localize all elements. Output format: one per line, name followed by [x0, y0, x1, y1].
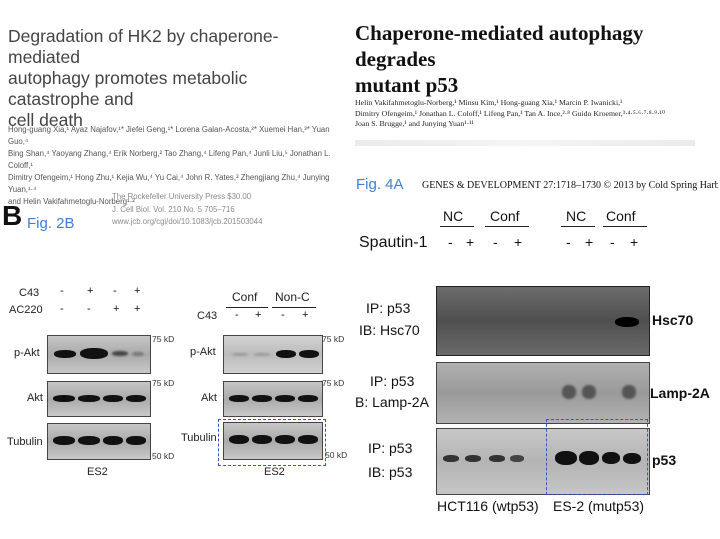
blot-tubulin [223, 422, 323, 460]
group-underline [561, 226, 595, 227]
group-label-non-c: Non-C [275, 290, 310, 304]
author-line: Joan S. Brugge,¹ and Junying Yuan¹·¹¹ [355, 119, 474, 128]
blot-tubulin [47, 423, 151, 460]
row-label-tubulin: Tubulin [7, 436, 43, 448]
sign: + [87, 285, 94, 297]
ib-label: B: Lamp-2A [355, 394, 429, 410]
kd-marker: 75 kD [322, 378, 345, 388]
condition-label-c43: C43 [197, 310, 218, 322]
group-label-nc: NC [566, 208, 587, 224]
group-underline [603, 226, 647, 227]
group-label-conf: Conf [232, 290, 258, 304]
group-underline [485, 226, 529, 227]
group-label-conf: Conf [490, 208, 520, 224]
ip-label: IP: p53 [368, 440, 413, 456]
right-paper-authors: Helin Vakifahmetoglu-Norberg,¹ Minsu Kim… [355, 98, 695, 130]
press-line: The Rockefeller University Press $30.00 [112, 192, 252, 201]
fig-2b-label: Fig. 2B [27, 215, 75, 232]
cell-line-label: ES2 [87, 466, 108, 478]
sign: - [448, 234, 453, 250]
left-paper-title: Degradation of HK2 by chaperone-mediated… [8, 26, 338, 131]
row-label-p-akt: p-Akt [190, 346, 216, 358]
condition-label-ac220: AC220 [9, 304, 43, 316]
blot-akt [223, 381, 323, 417]
sign: + [466, 234, 475, 250]
right-title-line: Chaperone-mediated autophagy degrades [355, 21, 644, 71]
sign: + [134, 285, 141, 297]
right-title-line: mutant p53 [355, 73, 459, 97]
sign: - [281, 309, 285, 321]
faded-text-strip [355, 140, 695, 146]
group-underline [272, 307, 316, 308]
ip-label: IP: p53 [366, 300, 411, 316]
panel-letter: B [2, 200, 23, 231]
sign: - [493, 234, 498, 250]
sign: + [255, 309, 262, 321]
author-line: and Helin Vakifahmetoglu-Norberg¹·² [8, 197, 135, 206]
row-label-tubulin: Tubulin [181, 432, 217, 444]
left-title-line: autophagy promotes metabolic catastrophe… [8, 68, 248, 109]
sign: + [514, 234, 523, 250]
kd-marker: 50 kD [325, 450, 348, 460]
target-label: p53 [652, 452, 677, 468]
group-underline [226, 307, 268, 308]
highlight-box [546, 419, 648, 495]
left-title-line: cell death [8, 110, 83, 130]
highlight-box [218, 419, 326, 466]
sign: + [585, 234, 594, 250]
blot-p-akt [47, 335, 151, 374]
press-line: J. Cell Biol. Vol. 210 No. 5 705–716 [112, 204, 235, 214]
kd-marker: 75 kD [322, 334, 345, 344]
author-line: Hong-guang Xia,¹ Ayaz Najafov,¹* Jiefei … [8, 125, 330, 146]
sign: + [302, 309, 309, 321]
author-line: Dimitry Ofengeim,¹ Hong Zhu,¹ Kejia Wu,⁴… [8, 173, 330, 194]
blot-hsc70 [436, 286, 650, 356]
kd-marker: 50 kD [152, 451, 175, 461]
sign: + [630, 234, 639, 250]
target-label: Hsc70 [652, 312, 694, 328]
left-title-line: Degradation of HK2 by chaperone-mediated [8, 26, 279, 67]
group-underline [440, 226, 474, 227]
journal-citation: GENES & DEVELOPMENT 27:1718–1730 © 2013 … [422, 180, 718, 191]
author-line: Dimitry Ofengeim,¹ Jonathan L. Coloff,¹ … [355, 108, 666, 118]
blot-p53 [436, 428, 650, 495]
ib-label: IB: Hsc70 [359, 322, 420, 338]
press-line: www.jcb.org/cgi/doi/10.1083/jcb.20150304… [112, 217, 263, 226]
group-label-nc: NC [443, 208, 464, 224]
kd-marker: 75 kD [152, 334, 175, 344]
blot-akt [47, 381, 151, 417]
blot-lamp-2a [436, 362, 650, 424]
row-label-p-akt: p-Akt [14, 347, 40, 359]
condition-label-c43: C43 [19, 287, 40, 299]
fig-4a-label: Fig. 4A [356, 176, 404, 193]
sign: - [113, 285, 117, 297]
kd-marker: 75 kD [152, 378, 175, 388]
author-line: Bing Shan,⁴ Yaoyang Zhang,⁴ Erik Norberg… [8, 149, 331, 170]
sign: - [60, 285, 64, 297]
group-label-conf: Conf [606, 208, 636, 224]
target-label: Lamp-2A [650, 385, 710, 401]
cell-line-label: ES2 [264, 466, 285, 478]
sign: - [566, 234, 571, 250]
ib-label: IB: p53 [368, 464, 413, 480]
right-paper-title: Chaperone-mediated autophagy degrades mu… [355, 20, 715, 98]
left-paper-press: The Rockefeller University Press $30.00 … [112, 191, 322, 229]
sign: - [87, 303, 91, 315]
left-paper-authors: Hong-guang Xia,¹ Ayaz Najafov,¹* Jiefei … [8, 124, 338, 208]
sign: + [134, 303, 141, 315]
sign: - [610, 234, 615, 250]
sign: - [60, 303, 64, 315]
sign: + [113, 303, 120, 315]
cell-line-label: HCT116 (wtp53) [437, 498, 539, 514]
row-label-akt: Akt [27, 392, 43, 404]
treatment-label: Spautin-1 [359, 234, 428, 251]
author-line: Helin Vakifahmetoglu-Norberg,¹ Minsu Kim… [355, 98, 623, 107]
sign: - [235, 309, 239, 321]
blot-p-akt [223, 335, 323, 374]
cell-line-label: ES-2 (mutp53) [553, 498, 645, 514]
ip-label: IP: p53 [370, 373, 415, 389]
row-label-akt: Akt [201, 392, 217, 404]
